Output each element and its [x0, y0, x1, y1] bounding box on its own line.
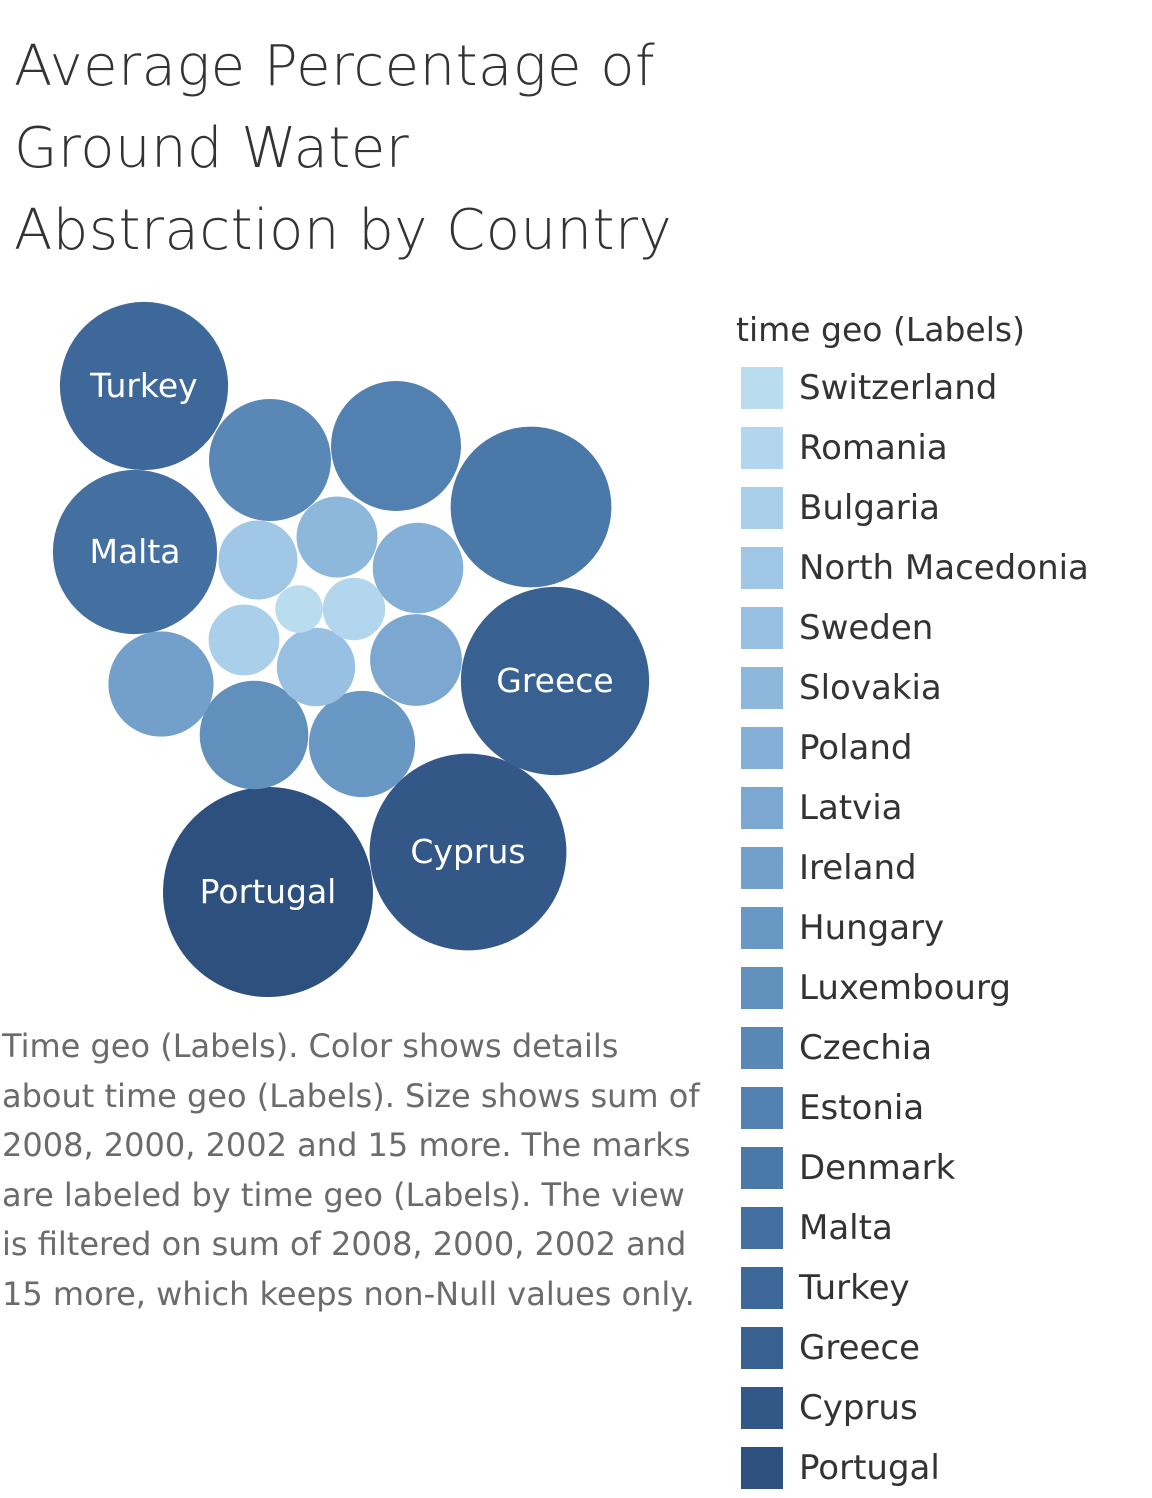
legend-label: North Macedonia: [799, 548, 1089, 588]
legend-swatch: [741, 847, 783, 889]
bubble-sweden[interactable]: [276, 627, 356, 707]
legend-swatch: [741, 487, 783, 529]
bubble-label-portugal: Portugal: [200, 872, 337, 911]
bubble-label-turkey: Turkey: [89, 366, 197, 405]
bubble-bulgaria[interactable]: [208, 604, 280, 676]
chart-caption: Time geo (Labels). Color shows details a…: [2, 1027, 700, 1313]
legend-label: Slovakia: [799, 668, 942, 708]
legend-swatch: [741, 787, 783, 829]
legend-label: Romania: [799, 428, 948, 468]
bubble-ireland[interactable]: [108, 631, 214, 737]
bubble-turkey[interactable]: [59, 301, 229, 471]
legend-swatch: [741, 1087, 783, 1129]
legend-item-hungary[interactable]: Hungary: [736, 898, 1146, 958]
bubble-estonia[interactable]: [331, 381, 461, 511]
bubble-label-cyprus: Cyprus: [410, 832, 525, 871]
bubble-latvia[interactable]: [370, 614, 462, 706]
legend-swatch: [741, 1027, 783, 1069]
legend-item-sweden[interactable]: Sweden: [736, 598, 1146, 658]
bubble-hungary[interactable]: [308, 690, 416, 798]
legend-swatch: [741, 1267, 783, 1309]
legend-item-greece[interactable]: Greece: [736, 1318, 1146, 1378]
legend-swatch: [741, 667, 783, 709]
legend-item-poland[interactable]: Poland: [736, 718, 1146, 778]
legend-label: Latvia: [799, 788, 903, 828]
legend-label: Malta: [799, 1208, 893, 1248]
legend-label: Luxembourg: [799, 968, 1011, 1008]
bubble-greece[interactable]: [460, 586, 650, 776]
bubble-chart: Portugal Cyprus Greece Turkey Malta: [52, 301, 650, 997]
legend-swatch: [741, 607, 783, 649]
legend-item-bulgaria[interactable]: Bulgaria: [736, 478, 1146, 538]
legend-swatch: [741, 1387, 783, 1429]
legend-item-malta[interactable]: Malta: [736, 1198, 1146, 1258]
bubble-luxembourg[interactable]: [199, 680, 309, 790]
bubble-poland[interactable]: [372, 522, 464, 614]
chart-title: Average Percentage of Ground Water Abstr…: [14, 34, 673, 263]
legend-label: Hungary: [799, 908, 945, 948]
legend-label: Switzerland: [799, 368, 998, 408]
legend-swatch: [741, 1327, 783, 1369]
legend-label: Czechia: [799, 1028, 933, 1068]
legend-label: Poland: [799, 728, 913, 768]
legend-label: Bulgaria: [799, 488, 940, 528]
legend-title: time geo (Labels): [736, 310, 1025, 349]
legend-label: Portugal: [799, 1448, 940, 1488]
legend-item-cyprus[interactable]: Cyprus: [736, 1378, 1146, 1438]
legend-swatch: [741, 427, 783, 469]
legend-item-slovakia[interactable]: Slovakia: [736, 658, 1146, 718]
legend-item-ireland[interactable]: Ireland: [736, 838, 1146, 898]
bubble-switzerland[interactable]: [275, 585, 323, 633]
legend-item-switzerland[interactable]: Switzerland: [736, 358, 1146, 418]
legend-swatch: [741, 367, 783, 409]
bubble-denmark[interactable]: [450, 426, 612, 588]
bubble-czechia[interactable]: [209, 399, 331, 521]
legend-item-turkey[interactable]: Turkey: [736, 1258, 1146, 1318]
legend-label: Sweden: [799, 608, 934, 648]
bubble-malta[interactable]: [52, 469, 218, 635]
legend-label: Denmark: [799, 1148, 956, 1188]
legend-items: Switzerland Romania Bulgaria North Macedoni…: [736, 358, 1146, 1498]
bubble-label-greece: Greece: [496, 661, 613, 700]
legend-label: Estonia: [799, 1088, 925, 1128]
legend-label: Ireland: [799, 848, 917, 888]
legend-swatch: [741, 907, 783, 949]
legend-item-czechia[interactable]: Czechia: [736, 1018, 1146, 1078]
legend-item-latvia[interactable]: Latvia: [736, 778, 1146, 838]
legend-label: Greece: [799, 1328, 921, 1368]
legend-swatch: [741, 727, 783, 769]
legend-swatch: [741, 547, 783, 589]
bubble-label-malta: Malta: [89, 532, 180, 571]
legend-swatch: [741, 1447, 783, 1489]
legend-item-portugal[interactable]: Portugal: [736, 1438, 1146, 1498]
legend-item-north-macedonia[interactable]: North Macedonia: [736, 538, 1146, 598]
color-legend: time geo (Labels) Switzerland Romania Bulg…: [736, 306, 1146, 1498]
legend-item-estonia[interactable]: Estonia: [736, 1078, 1146, 1138]
legend-item-denmark[interactable]: Denmark: [736, 1138, 1146, 1198]
bubble-romania[interactable]: [322, 577, 386, 641]
legend-swatch: [741, 1147, 783, 1189]
legend-swatch: [741, 967, 783, 1009]
legend-label: Cyprus: [799, 1388, 918, 1428]
bubble-north-macedonia[interactable]: [218, 520, 298, 600]
bubble-cyprus[interactable]: [369, 753, 567, 951]
legend-item-luxembourg[interactable]: Luxembourg: [736, 958, 1146, 1018]
bubble-portugal[interactable]: [163, 787, 373, 997]
legend-swatch: [741, 1207, 783, 1249]
bubble-slovakia[interactable]: [296, 496, 378, 578]
legend-item-romania[interactable]: Romania: [736, 418, 1146, 478]
legend-label: Turkey: [799, 1268, 910, 1308]
